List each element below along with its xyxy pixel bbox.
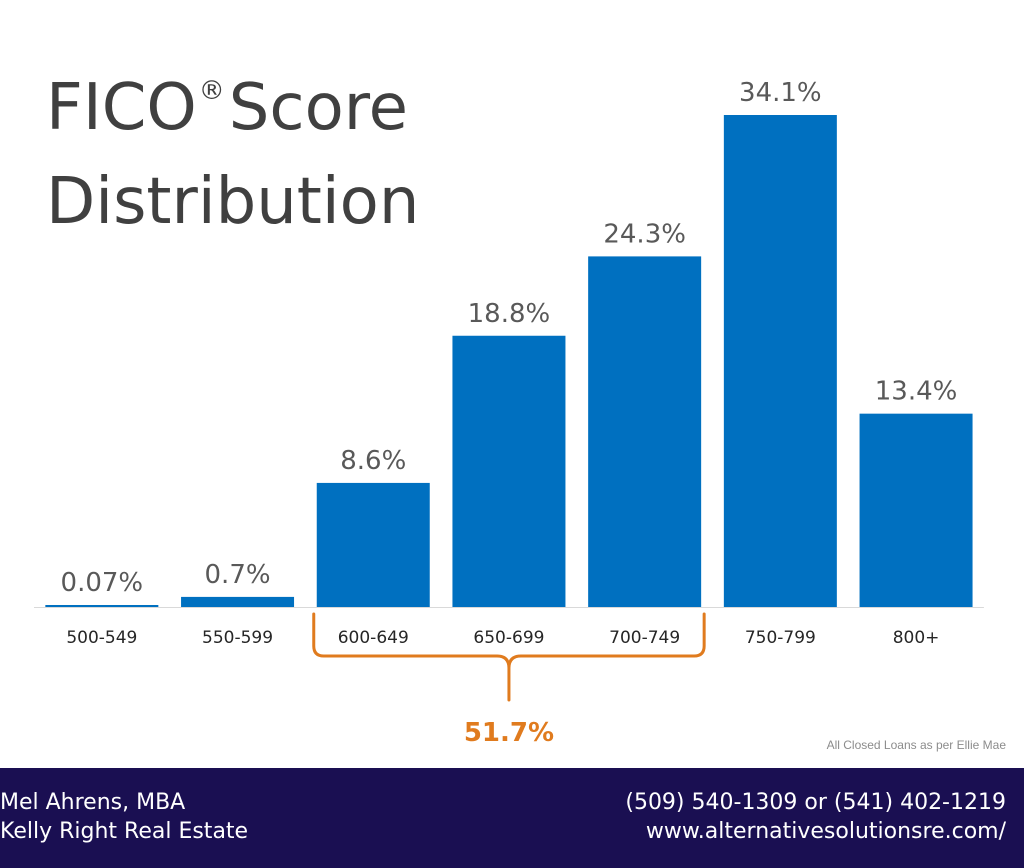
data-label-800+: 13.4% xyxy=(875,377,958,407)
website-link[interactable]: www.alternativesolutionsre.com/ xyxy=(645,819,1006,844)
tick-label-550-599: 550-599 xyxy=(202,628,273,648)
bar-750-799 xyxy=(723,115,837,607)
data-label-650-699: 18.8% xyxy=(468,299,551,329)
tick-label-700-749: 700-749 xyxy=(609,628,680,648)
bar-550-599 xyxy=(181,596,295,607)
bar-700-749 xyxy=(588,256,702,607)
data-label-600-649: 8.6% xyxy=(340,446,406,476)
bracket-annotation xyxy=(312,612,706,702)
data-label-700-749: 24.3% xyxy=(603,219,686,249)
source-note: All Closed Loans as per Ellie Mae xyxy=(826,738,1006,752)
data-label-750-799: 34.1% xyxy=(739,78,822,108)
tick-label-500-549: 500-549 xyxy=(66,628,137,648)
footer-contact-left: Mel Ahrens, MBA Kelly Right Real Estate xyxy=(0,788,248,846)
tick-label-600-649: 600-649 xyxy=(338,628,409,648)
phone-numbers: (509) 540-1309 or (541) 402-1219 xyxy=(625,790,1006,815)
bar-chart: 0.07% 500-549 0.7% 550-599 8.6% 600-649 18.8% 6… xyxy=(34,78,984,748)
bar-650-699 xyxy=(452,335,566,607)
bar-600-649 xyxy=(316,482,430,607)
title-registered-mark: ® xyxy=(198,76,225,106)
tick-label-750-799: 750-799 xyxy=(745,628,816,648)
annotation-label: 51.7% xyxy=(464,718,554,748)
bar-500-549 xyxy=(45,605,159,607)
title-fico: FICO xyxy=(46,71,197,145)
data-label-550-599: 0.7% xyxy=(205,560,271,590)
tick-label-650-699: 650-699 xyxy=(473,628,544,648)
agent-name: Mel Ahrens, MBA xyxy=(0,790,186,815)
title-distribution: Distribution xyxy=(46,165,420,239)
chart-title: FICO®Score Distribution xyxy=(46,44,419,249)
tick-label-800+: 800+ xyxy=(893,628,940,648)
bar-800+ xyxy=(859,413,973,607)
company-name: Kelly Right Real Estate xyxy=(0,819,249,844)
footer-bar: Mel Ahrens, MBA Kelly Right Real Estate … xyxy=(0,768,1024,868)
data-label-500-549: 0.07% xyxy=(61,568,144,598)
title-score: Score xyxy=(228,71,408,145)
footer-contact-right: (509) 540-1309 or (541) 402-1219 www.alt… xyxy=(625,788,1006,846)
